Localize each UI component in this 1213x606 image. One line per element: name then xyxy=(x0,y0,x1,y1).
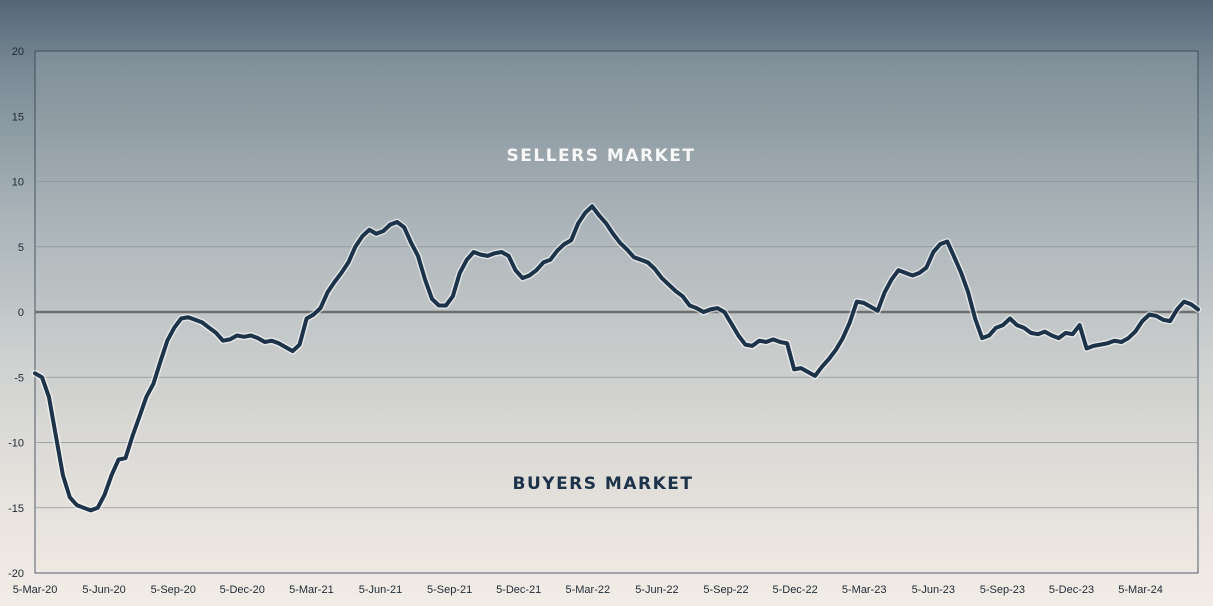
y-tick-label: -5 xyxy=(14,372,24,384)
x-axis: 5-Mar-20 5-Jun-20 5-Sep-20 5-Dec-20 5-Mar-21… xyxy=(13,584,1163,596)
x-tick-label: 5-Mar-23 xyxy=(842,584,887,596)
y-tick-label: 20 xyxy=(12,46,24,58)
y-tick-label: -15 xyxy=(8,503,24,515)
x-tick-label: 5-Jun-21 xyxy=(359,584,402,596)
x-tick-label: 5-Mar-21 xyxy=(289,584,334,596)
y-tick-label: 0 xyxy=(18,307,24,319)
series-line xyxy=(33,204,1200,513)
x-tick-label: 5-Dec-21 xyxy=(496,584,541,596)
sellers-market-label: SELLERS MARKET xyxy=(507,146,696,166)
x-tick-label: 5-Sep-23 xyxy=(980,584,1025,596)
y-tick-label: -10 xyxy=(8,438,24,450)
buyers-market-label: BUYERS MARKET xyxy=(513,474,694,494)
x-tick-label: 5-Jun-20 xyxy=(82,584,125,596)
x-tick-label: 5-Dec-23 xyxy=(1049,584,1094,596)
x-tick-label: 5-Dec-20 xyxy=(220,584,265,596)
y-tick-label: -20 xyxy=(8,568,24,580)
x-tick-label: 5-Jun-23 xyxy=(912,584,955,596)
x-tick-label: 5-Sep-22 xyxy=(703,584,748,596)
x-tick-label: 5-Sep-21 xyxy=(427,584,472,596)
y-tick-label: 15 xyxy=(12,111,24,123)
y-axis: 20 15 10 5 0 -5 -10 -15 -20 xyxy=(8,46,24,580)
x-tick-label: 5-Mar-24 xyxy=(1118,584,1163,596)
x-tick-label: 5-Mar-22 xyxy=(565,584,610,596)
x-tick-label: 5-Sep-20 xyxy=(151,584,196,596)
y-tick-label: 5 xyxy=(18,242,24,254)
x-tick-label: 5-Dec-22 xyxy=(772,584,817,596)
x-tick-label: 5-Mar-20 xyxy=(13,584,58,596)
gridlines xyxy=(35,115,1198,509)
y-tick-label: 10 xyxy=(12,177,24,189)
x-tick-label: 5-Jun-22 xyxy=(635,584,678,596)
